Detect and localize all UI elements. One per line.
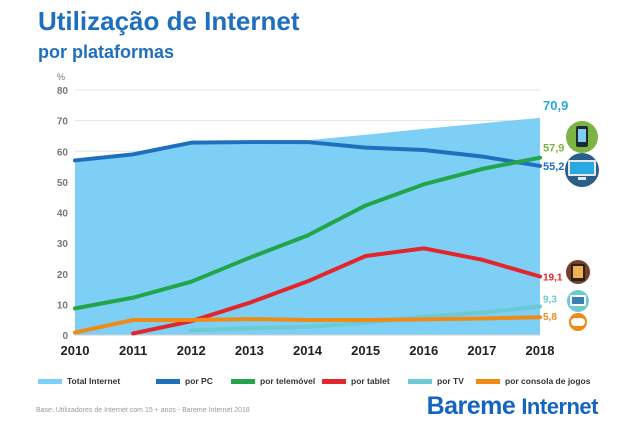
y-tick-label: 0: [62, 331, 68, 342]
x-tick-label: 2011: [119, 343, 147, 358]
monitor-stand: [578, 177, 586, 180]
gamepad-body: [571, 318, 585, 326]
series-line-por-tv: [189, 304, 542, 333]
logo-brand: Bareme: [426, 392, 516, 420]
y-tick-label: 80: [57, 86, 69, 97]
legend-label-por-tablet: por tablet: [351, 376, 390, 386]
logo-product: Internet: [521, 394, 598, 419]
end-label-por-tv: 9,3: [543, 295, 557, 306]
end-label-por-pc: 55,2: [543, 161, 564, 173]
desktop-monitor-icon: [565, 153, 599, 187]
legend-swatch-por-tv: [408, 379, 432, 384]
x-tick-label: 2013: [235, 343, 264, 358]
legend-label-por-tv: por TV: [437, 376, 464, 386]
chart-svg: 0 10 20 30 40 50 60 70 80% 2010 2011 2012 2013 2014 20…: [38, 72, 599, 386]
smartphone-icon: [566, 121, 598, 153]
legend-swatch-total-internet: [38, 379, 62, 384]
y-tick-label: 20: [57, 270, 69, 281]
end-label-por-telem-vel: 57,9: [543, 143, 564, 155]
legend-label-total-internet: Total Internet: [67, 376, 120, 386]
y-tick-label: 40: [57, 209, 69, 220]
legend-label-por-telem-vel: por telemóvel: [260, 376, 315, 386]
y-tick-label: 50: [57, 178, 69, 189]
tv-icon: [567, 290, 589, 312]
legend-swatch-por-telem-vel: [231, 379, 255, 384]
x-tick-label: 2015: [351, 343, 380, 358]
legend-swatch-por-pc: [156, 379, 180, 384]
end-label-por-consola-de-jogos: 5,8: [543, 312, 557, 323]
legend-swatch-por-tablet: [322, 379, 346, 384]
x-tick-label: 2014: [293, 343, 323, 358]
tablet-icon: [566, 260, 590, 284]
x-tick-label: 2018: [526, 343, 555, 358]
x-tick-label: 2010: [61, 343, 90, 358]
legend-label-por-pc: por PC: [185, 376, 213, 386]
gamepad-icon: [569, 313, 587, 331]
smartphone-screen: [578, 129, 586, 142]
x-tick-label: 2016: [409, 343, 438, 358]
end-label-total-internet: 70,9: [543, 98, 568, 113]
x-tick-label: 2017: [467, 343, 496, 358]
end-label-por-tablet: 19,1: [543, 273, 563, 284]
bareme-internet-logo: Bareme Internet: [426, 392, 599, 421]
tablet-screen: [573, 266, 583, 278]
series-line-por-consola-de-jogos: [73, 315, 542, 335]
chart-title: Utilização de Internet: [38, 6, 300, 36]
y-tick-label: 70: [57, 117, 69, 128]
chart-subtitle: por plataformas: [38, 42, 175, 62]
y-axis-unit: %: [57, 72, 65, 82]
legend-swatch-por-consola-de-jogos: [476, 379, 500, 384]
footnote: Base: Utilizadores de Internet com 15 + …: [36, 407, 250, 414]
monitor-screen: [570, 162, 594, 174]
tv-screen: [572, 297, 584, 304]
series-line-por-pc: [73, 140, 542, 168]
legend-label-por-consola-de-jogos: por consola de jogos: [505, 376, 591, 386]
y-tick-label: 10: [57, 300, 69, 311]
x-tick-label: 2012: [177, 343, 206, 358]
series-line-por-telem-vel: [73, 155, 542, 311]
y-tick-label: 30: [57, 239, 69, 250]
y-tick-label: 60: [57, 147, 69, 158]
